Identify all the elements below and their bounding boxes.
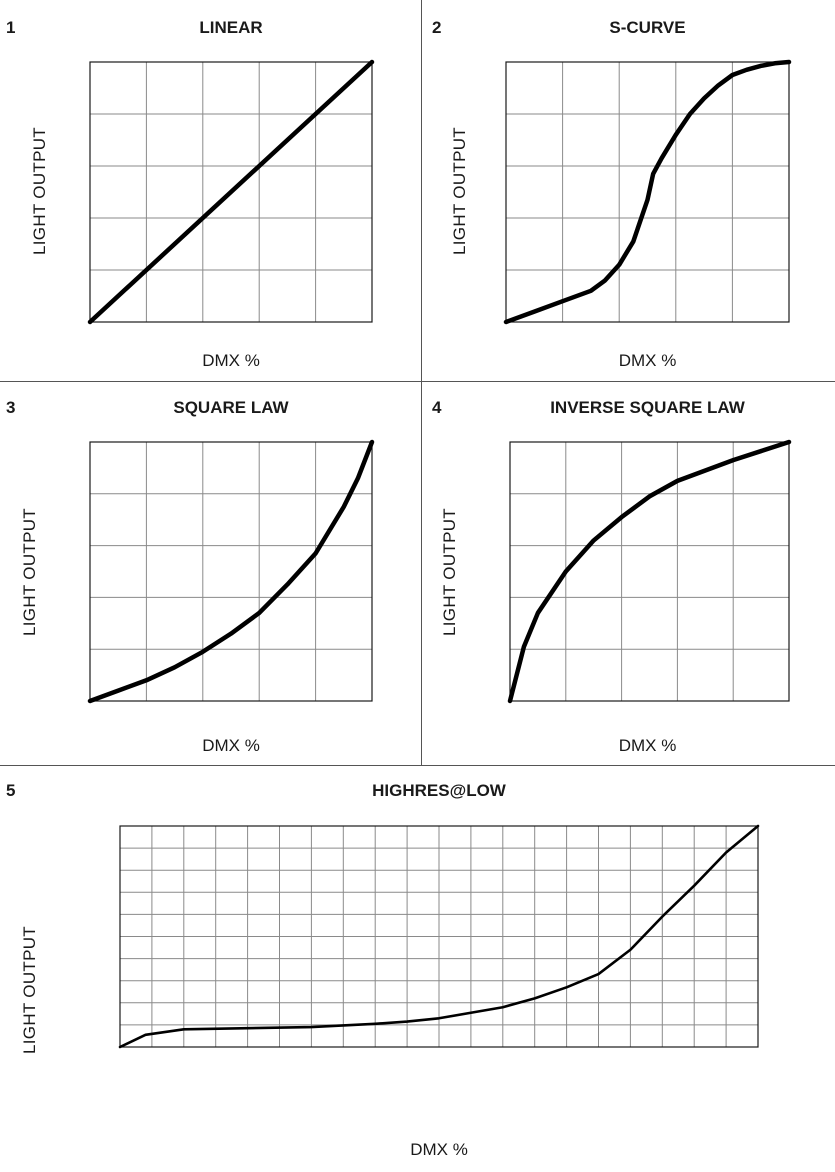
x-axis-label-5: DMX % (410, 1140, 468, 1159)
panel-title-3: SQUARE LAW (173, 398, 289, 417)
x-axis-label-2: DMX % (618, 351, 677, 370)
horizontal-divider-top (0, 381, 835, 382)
series-line (87, 439, 375, 704)
horizontal-divider-bottom (0, 765, 835, 766)
plot-area-5 (118, 824, 760, 1049)
panel-number-4: 4 (432, 398, 442, 417)
panel-title-4: INVERSE SQUARE LAW (550, 398, 745, 417)
series-line (503, 59, 792, 325)
series-line (87, 59, 375, 325)
plot-area-2 (503, 59, 792, 325)
plot-frame (119, 825, 759, 1048)
y-axis-label-5: LIGHT OUTPUT (20, 926, 39, 1054)
panel-number-3: 3 (6, 398, 16, 417)
plot-area-1 (87, 59, 375, 325)
panel-title-1: LINEAR (199, 18, 263, 37)
plot-frame (509, 441, 790, 702)
panel-title-5: HIGHRES@LOW (372, 781, 506, 800)
panel-number-2: 2 (432, 18, 442, 37)
series-line (507, 439, 792, 704)
plot-area-4 (507, 439, 792, 704)
y-axis-label-2: LIGHT OUTPUT (450, 127, 469, 255)
x-axis-label-4: DMX % (618, 736, 677, 755)
y-axis-label-3: LIGHT OUTPUT (20, 508, 39, 636)
y-axis-label-4: LIGHT OUTPUT (440, 508, 459, 636)
plot-area-3 (87, 439, 375, 704)
panel-title-2: S-CURVE (609, 18, 686, 37)
x-axis-label-3: DMX % (202, 736, 260, 755)
plot-frame (89, 441, 373, 702)
plot-frame (505, 61, 790, 323)
vertical-divider (421, 0, 422, 765)
panel-number-1: 1 (6, 18, 16, 37)
plot-frame (89, 61, 373, 323)
y-axis-label-1: LIGHT OUTPUT (30, 127, 49, 255)
x-axis-label-1: DMX % (202, 351, 260, 370)
panel-number-5: 5 (6, 781, 16, 800)
series-line (118, 824, 760, 1049)
